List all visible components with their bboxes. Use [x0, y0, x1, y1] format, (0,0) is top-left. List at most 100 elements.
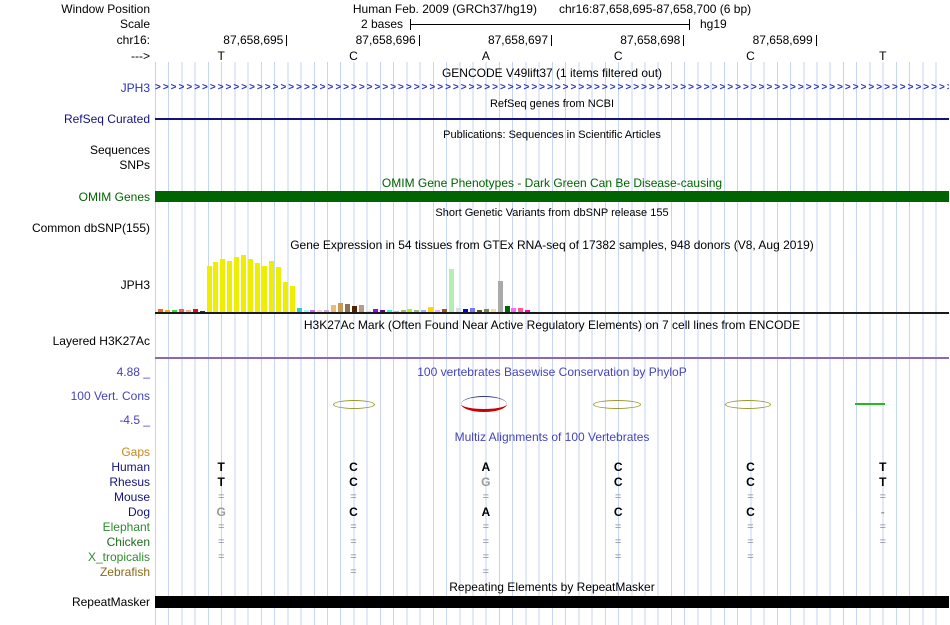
- h3k27ac-signal-line[interactable]: [155, 357, 949, 359]
- multiz-alignment-rows[interactable]: Gaps Human T C A C C T Rhesus T C G C C T Mouse = = = = = = Do…: [0, 445, 950, 580]
- gtex-tissue-bar[interactable]: [469, 308, 475, 312]
- gtex-tissue-bar[interactable]: [185, 310, 191, 312]
- species-label[interactable]: Dog: [127, 505, 150, 519]
- gtex-tissue-bar[interactable]: [331, 305, 337, 312]
- omim-gene-row[interactable]: [155, 190, 949, 204]
- refseq-curated-label[interactable]: RefSeq Curated: [63, 112, 150, 126]
- h3k27ac-track-title[interactable]: H3K27Ac Mark (Often Found Near Active Re…: [303, 318, 801, 332]
- multiz-species-row[interactable]: Dog G C A C C -: [0, 505, 950, 520]
- repeatmasker-row[interactable]: [155, 595, 949, 609]
- gtex-tissue-bar[interactable]: [386, 310, 392, 312]
- refseq-gene-row[interactable]: [155, 112, 949, 126]
- gtex-tissue-bar[interactable]: [275, 267, 281, 312]
- gtex-tissue-bar[interactable]: [268, 261, 274, 312]
- gtex-tissue-bar[interactable]: [462, 309, 468, 312]
- species-label[interactable]: Chicken: [106, 535, 150, 549]
- gtex-tissue-bar[interactable]: [296, 308, 302, 312]
- gtex-gene-label[interactable]: JPH3: [120, 278, 150, 292]
- gtex-tissue-bar[interactable]: [241, 255, 247, 312]
- vert-cons-label[interactable]: 100 Vert. Cons: [70, 389, 150, 403]
- gencode-gene-intron-arrows[interactable]: >>>>>>>>>>>>>>>>>>>>>>>>>>>>>>>>>>>>>>>>…: [155, 82, 949, 93]
- gtex-tissue-bar[interactable]: [372, 309, 378, 312]
- gtex-tissue-bar[interactable]: [442, 309, 448, 312]
- gtex-tissue-bar[interactable]: [504, 306, 510, 312]
- multiz-species-row[interactable]: Mouse = = = = = =: [0, 490, 950, 505]
- gtex-tissue-bar[interactable]: [158, 309, 163, 312]
- repeatmasker-track-title[interactable]: Repeating Elements by RepeatMasker: [449, 580, 655, 594]
- species-label[interactable]: Zebrafish: [99, 565, 150, 579]
- gtex-tissue-bar[interactable]: [365, 311, 371, 312]
- gtex-tissue-bar[interactable]: [421, 310, 427, 312]
- phylop-signal-area[interactable]: [155, 378, 949, 424]
- common-dbsnp-label[interactable]: Common dbSNP(155): [31, 221, 150, 235]
- gtex-tissue-bar[interactable]: [227, 261, 233, 312]
- gtex-tissue-bar[interactable]: [199, 311, 205, 312]
- gtex-tissue-bar[interactable]: [358, 305, 364, 312]
- gtex-tissue-bar[interactable]: [428, 307, 434, 312]
- multiz-species-row[interactable]: Zebrafish = =: [0, 565, 950, 580]
- gencode-gene-label[interactable]: JPH3: [120, 81, 150, 95]
- gtex-tissue-bar[interactable]: [525, 310, 531, 312]
- gtex-tissue-bar[interactable]: [213, 262, 219, 312]
- gtex-tissue-bar[interactable]: [192, 309, 198, 312]
- gtex-tissue-bar[interactable]: [455, 308, 461, 312]
- multiz-species-row[interactable]: Gaps: [0, 445, 950, 460]
- publications-track-title[interactable]: Publications: Sequences in Scientific Ar…: [443, 129, 661, 141]
- gtex-tissue-bar[interactable]: [407, 309, 413, 312]
- gtex-tissue-bar[interactable]: [178, 309, 184, 312]
- multiz-species-row[interactable]: Rhesus T C G C C T: [0, 475, 950, 490]
- species-label[interactable]: Mouse: [113, 490, 150, 504]
- gtex-tissue-bar[interactable]: [497, 281, 503, 312]
- refseq-track-title[interactable]: RefSeq genes from NCBI: [489, 98, 615, 110]
- layered-h3k27ac-label[interactable]: Layered H3K27Ac: [52, 334, 150, 348]
- species-label[interactable]: X_tropicalis: [87, 550, 150, 564]
- gtex-tissue-bar[interactable]: [518, 308, 524, 312]
- multiz-species-row[interactable]: Human T C A C C T: [0, 460, 950, 475]
- gtex-tissue-bar[interactable]: [310, 310, 316, 312]
- multiz-species-row[interactable]: Chicken = = = = = =: [0, 535, 950, 550]
- gtex-tissue-bar[interactable]: [317, 310, 323, 312]
- gtex-tissue-bar[interactable]: [490, 309, 496, 312]
- species-label[interactable]: Gaps: [121, 445, 150, 459]
- gtex-expression-plot[interactable]: [155, 253, 949, 314]
- gtex-tissue-bar[interactable]: [206, 266, 212, 312]
- gtex-tissue-bar[interactable]: [400, 310, 406, 312]
- species-label[interactable]: Rhesus: [109, 475, 150, 489]
- multiz-track-title[interactable]: Multiz Alignments of 100 Vertebrates: [454, 430, 650, 444]
- gtex-tissue-bar[interactable]: [255, 263, 261, 312]
- refseq-gene-line[interactable]: [155, 118, 949, 120]
- publications-sequences-label[interactable]: Sequences: [89, 143, 150, 157]
- gtex-tissue-bar[interactable]: [414, 310, 420, 312]
- gtex-tissue-bar[interactable]: [324, 310, 330, 312]
- gtex-tissue-bar[interactable]: [220, 259, 226, 312]
- gtex-track-title[interactable]: Gene Expression in 54 tissues from GTEx …: [290, 238, 814, 252]
- repeatmasker-label[interactable]: RepeatMasker: [71, 595, 150, 609]
- gtex-tissue-bar[interactable]: [435, 310, 441, 312]
- gtex-tissue-bar[interactable]: [261, 266, 267, 312]
- repeatmasker-element-bar[interactable]: [155, 596, 949, 608]
- phylop-track-title[interactable]: 100 vertebrates Basewise Conservation by…: [417, 365, 687, 379]
- omim-genes-label[interactable]: OMIM Genes: [78, 190, 150, 204]
- species-label[interactable]: Human: [111, 460, 150, 474]
- publications-snps-label[interactable]: SNPs: [119, 158, 150, 172]
- gtex-tissue-bar[interactable]: [476, 310, 482, 312]
- gtex-tissue-bar[interactable]: [248, 259, 254, 312]
- gtex-tissue-bar[interactable]: [379, 310, 385, 312]
- gtex-tissue-bar[interactable]: [338, 303, 344, 312]
- gtex-tissue-bar[interactable]: [289, 286, 295, 312]
- gtex-tissue-bar[interactable]: [171, 310, 177, 312]
- gtex-tissue-bar[interactable]: [393, 311, 399, 312]
- omim-track-title[interactable]: OMIM Gene Phenotypes - Dark Green Can Be…: [381, 176, 723, 190]
- multiz-species-row[interactable]: X_tropicalis = = = = =: [0, 550, 950, 565]
- gtex-tissue-bar[interactable]: [449, 269, 455, 312]
- gtex-tissue-bar[interactable]: [282, 282, 288, 312]
- species-label[interactable]: Elephant: [102, 520, 150, 534]
- dbsnp-track-title[interactable]: Short Genetic Variants from dbSNP releas…: [435, 207, 669, 219]
- gtex-tissue-bar[interactable]: [345, 304, 351, 312]
- omim-gene-bar[interactable]: [155, 191, 949, 202]
- gtex-tissue-bar[interactable]: [483, 309, 489, 312]
- gtex-tissue-bar[interactable]: [234, 257, 240, 312]
- gtex-tissue-bar[interactable]: [352, 306, 358, 312]
- gtex-tissue-bar[interactable]: [303, 310, 309, 312]
- gtex-tissue-bar[interactable]: [164, 310, 170, 312]
